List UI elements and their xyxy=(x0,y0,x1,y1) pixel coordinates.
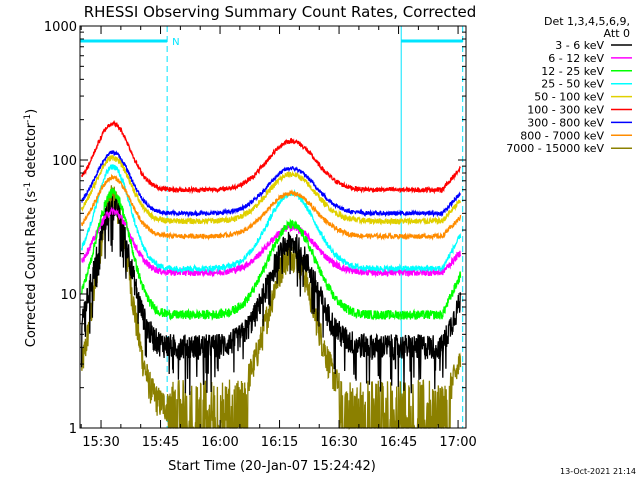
legend-label: 300 - 800 keV xyxy=(527,116,604,129)
y-axis-label: Corrected Count Rate (s-1 detector-1) xyxy=(23,109,39,347)
legend-header-line-2: Att 0 xyxy=(604,27,630,40)
plot-area: N xyxy=(79,26,464,431)
y-axis-label-exp2: -1 xyxy=(23,114,33,123)
legend-label: 50 - 100 keV xyxy=(534,91,604,104)
legend-label: 3 - 6 keV xyxy=(555,39,604,52)
legend-label: 800 - 7000 keV xyxy=(520,129,604,142)
x-axis-label: Start Time (20-Jan-07 15:24:42) xyxy=(168,459,376,474)
y-axis-label-mid: detector xyxy=(24,122,39,182)
y-axis-label-exp1: -1 xyxy=(23,182,33,191)
y-tick-label: 100 xyxy=(52,154,77,169)
y-axis-label-pre: Corrected Count Rate (s xyxy=(24,191,39,348)
y-tick-label: 1 xyxy=(69,422,77,437)
series-line xyxy=(80,173,462,241)
x-tick-label: 16:15 xyxy=(261,435,298,450)
series-line xyxy=(80,164,462,274)
axes: 1 10 100 1000 15:30 15:45 16:00 16:15 16:30 16:45… xyxy=(44,20,477,450)
series-line xyxy=(81,119,461,195)
x-tick-label: 15:45 xyxy=(142,435,179,450)
series-line xyxy=(80,186,462,321)
x-tick-label: 15:30 xyxy=(82,435,119,450)
x-tick-label: 17:00 xyxy=(439,435,476,450)
chart-title: RHESSI Observing Summary Count Rates, Co… xyxy=(84,3,477,21)
x-tick-label: 16:30 xyxy=(320,435,357,450)
series-line xyxy=(80,154,462,226)
night-label: N xyxy=(172,37,179,48)
y-tick-label: 10 xyxy=(60,288,77,303)
y-tick-label: 1000 xyxy=(44,20,77,35)
legend-label: 6 - 12 keV xyxy=(548,52,604,65)
y-axis-label-post: ) xyxy=(24,109,39,114)
series-line xyxy=(81,150,461,218)
plot-frame xyxy=(79,25,467,429)
series-line xyxy=(80,196,462,396)
legend-label: 100 - 300 keV xyxy=(527,104,604,117)
x-tick-label: 16:00 xyxy=(201,435,238,450)
night-label-bg xyxy=(170,34,182,47)
legend-label: 25 - 50 keV xyxy=(541,78,604,91)
legend-label: 12 - 25 keV xyxy=(541,65,604,78)
x-tick-label: 16:45 xyxy=(380,435,417,450)
legend-label: 7000 - 15000 keV xyxy=(506,142,604,155)
footer-timestamp: 13-Oct-2021 21:14 xyxy=(560,467,636,476)
legend-header-line-1: Det 1,3,4,5,6,9, xyxy=(544,15,630,28)
